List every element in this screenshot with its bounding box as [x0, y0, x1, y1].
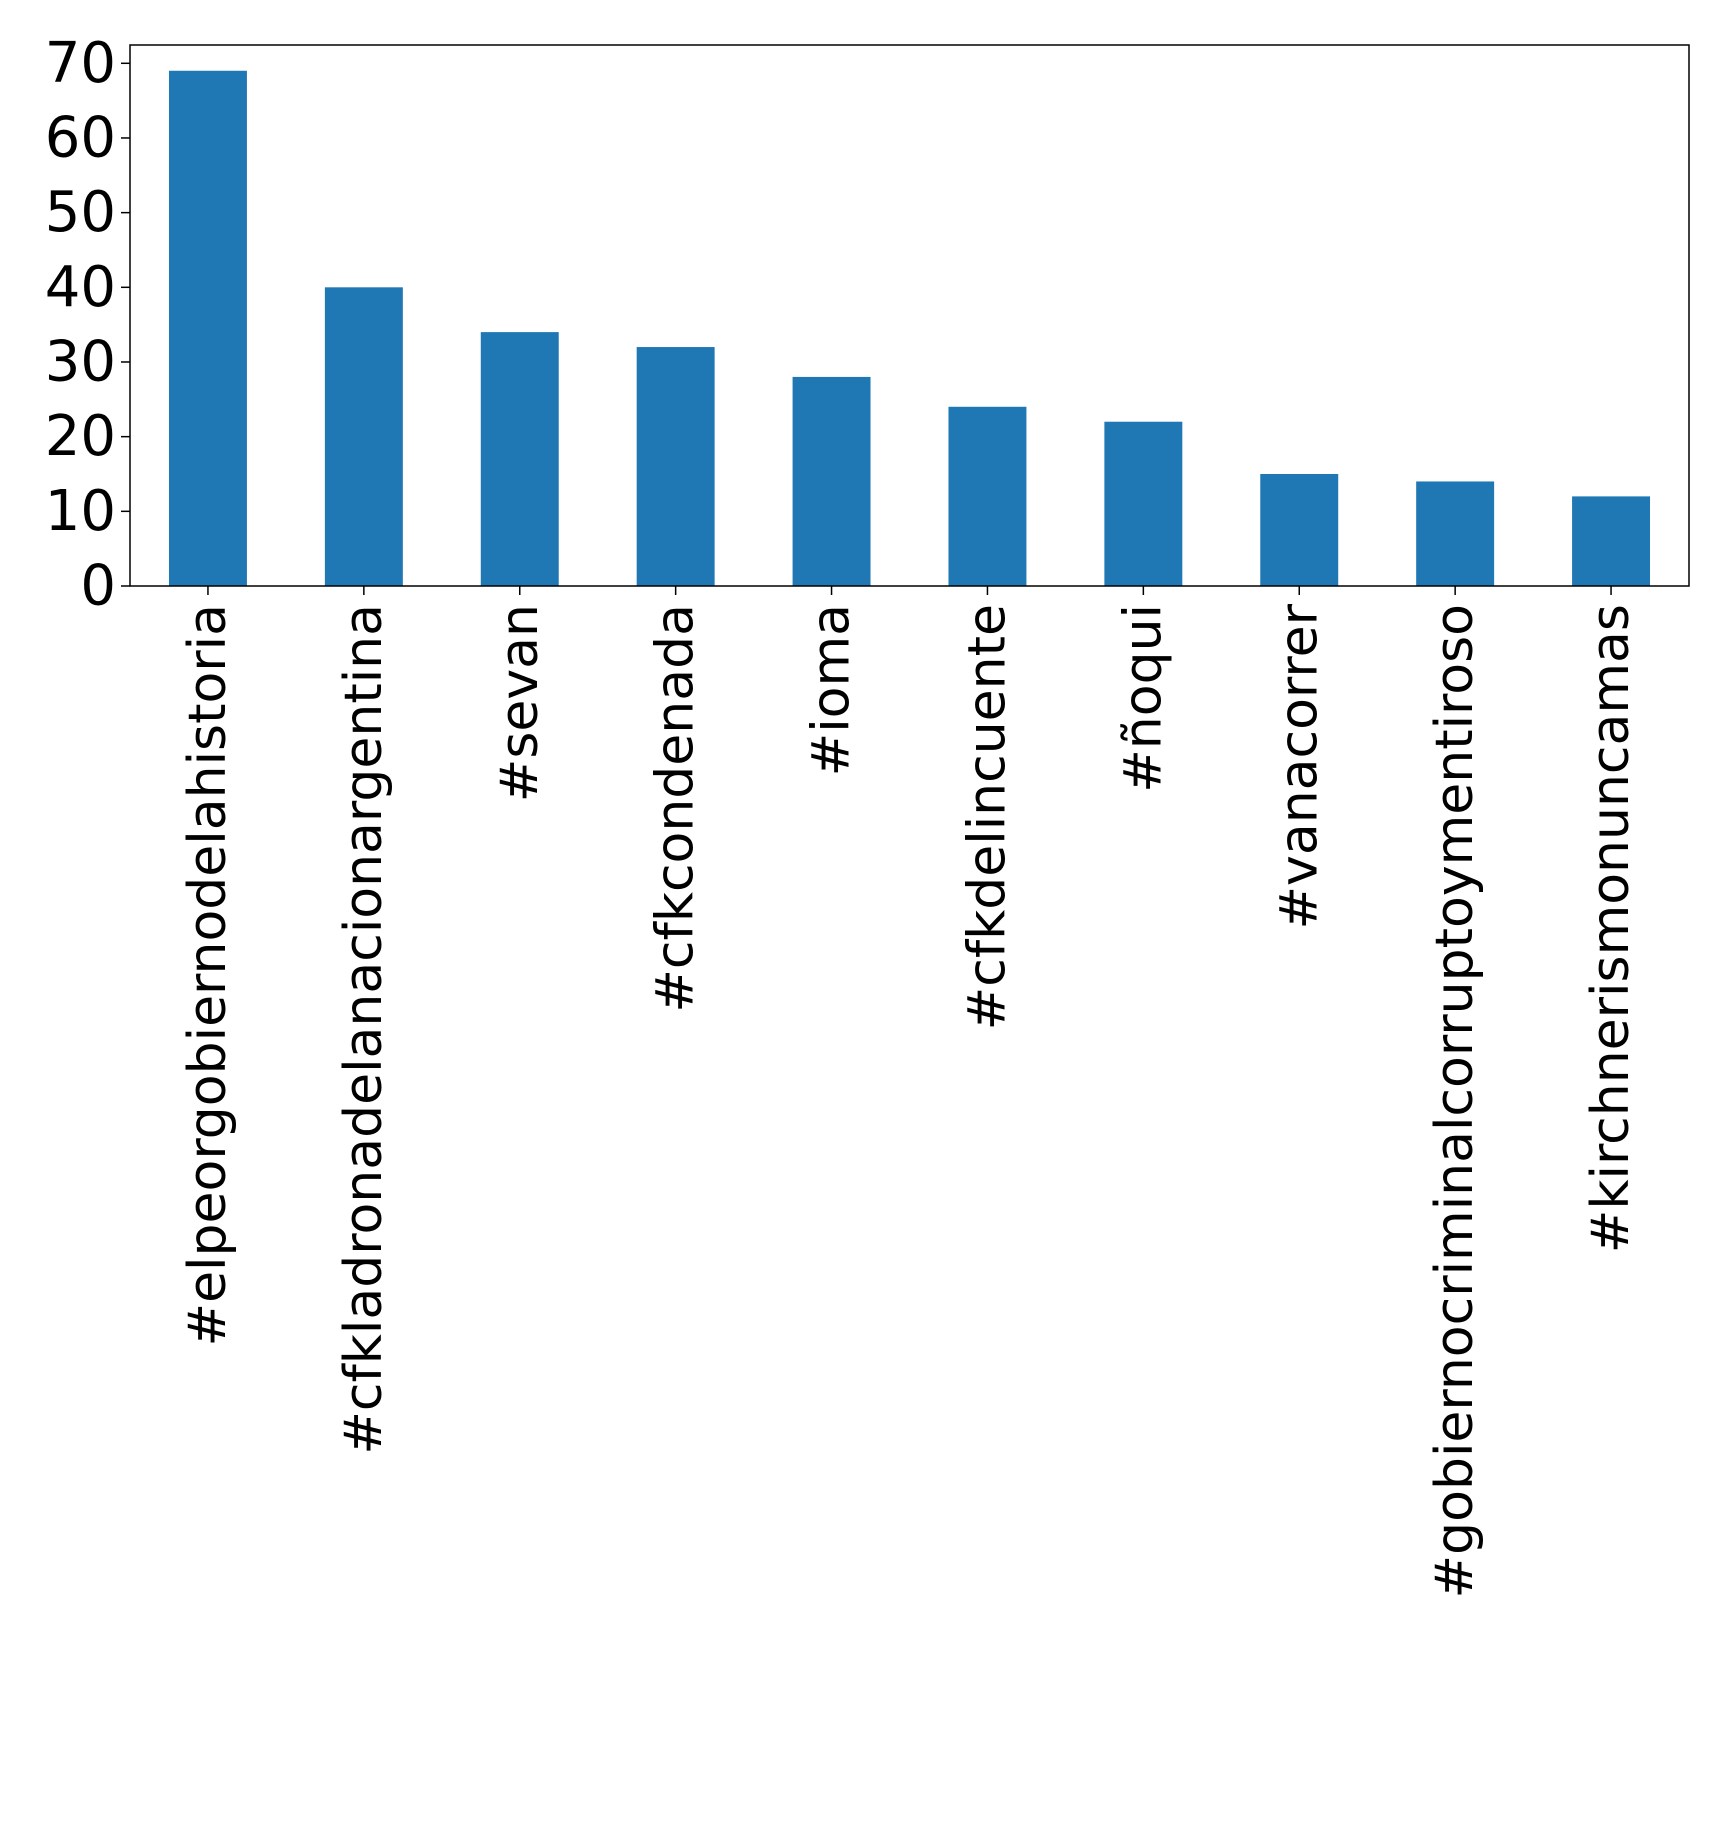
y-tick-label-4: 40 [45, 255, 116, 320]
bar-7 [1260, 473, 1339, 586]
x-tick-label-3: #cfkcondenada [646, 604, 706, 1013]
bars-layer [168, 70, 1651, 586]
y-tick-label-5: 50 [45, 180, 116, 245]
bar-2 [480, 332, 559, 586]
x-tick-label-5: #cfkdelincuente [957, 604, 1017, 1030]
y-tick-label-6: 60 [45, 105, 116, 170]
bar-3 [636, 347, 715, 586]
bar-8 [1416, 481, 1495, 586]
bar-1 [324, 287, 403, 586]
x-tick-label-9: #kirchnerismonuncamas [1581, 604, 1641, 1253]
bar-4 [792, 376, 871, 586]
x-tick-label-8: #gobiernocriminalcorruptoymentiroso [1425, 604, 1485, 1598]
x-axis: #elpeorgobiernodelahistoria #cfkladronade… [178, 586, 1641, 1598]
x-tick-label-0: #elpeorgobiernodelahistoria [178, 604, 238, 1347]
x-tick-label-4: #ioma [802, 604, 862, 776]
x-tick-label-6: #ñoqui [1113, 604, 1173, 793]
bar-6 [1104, 421, 1183, 586]
y-tick-label-3: 30 [45, 329, 116, 394]
y-tick-label-2: 20 [45, 404, 116, 469]
x-tick-label-1: #cfkladronadelanacionargentina [334, 604, 394, 1455]
y-tick-label-0: 0 [80, 554, 116, 619]
bar-9 [1572, 496, 1651, 586]
y-tick-label-1: 10 [45, 479, 116, 544]
bar-5 [948, 406, 1027, 586]
x-tick-label-7: #vanacorrer [1269, 603, 1329, 929]
y-tick-label-7: 70 [45, 31, 116, 96]
y-axis: 0 10 20 30 40 50 60 70 [45, 31, 130, 619]
bar-0 [168, 70, 247, 586]
plot-frame [129, 44, 1690, 587]
x-tick-label-2: #sevan [490, 604, 550, 802]
